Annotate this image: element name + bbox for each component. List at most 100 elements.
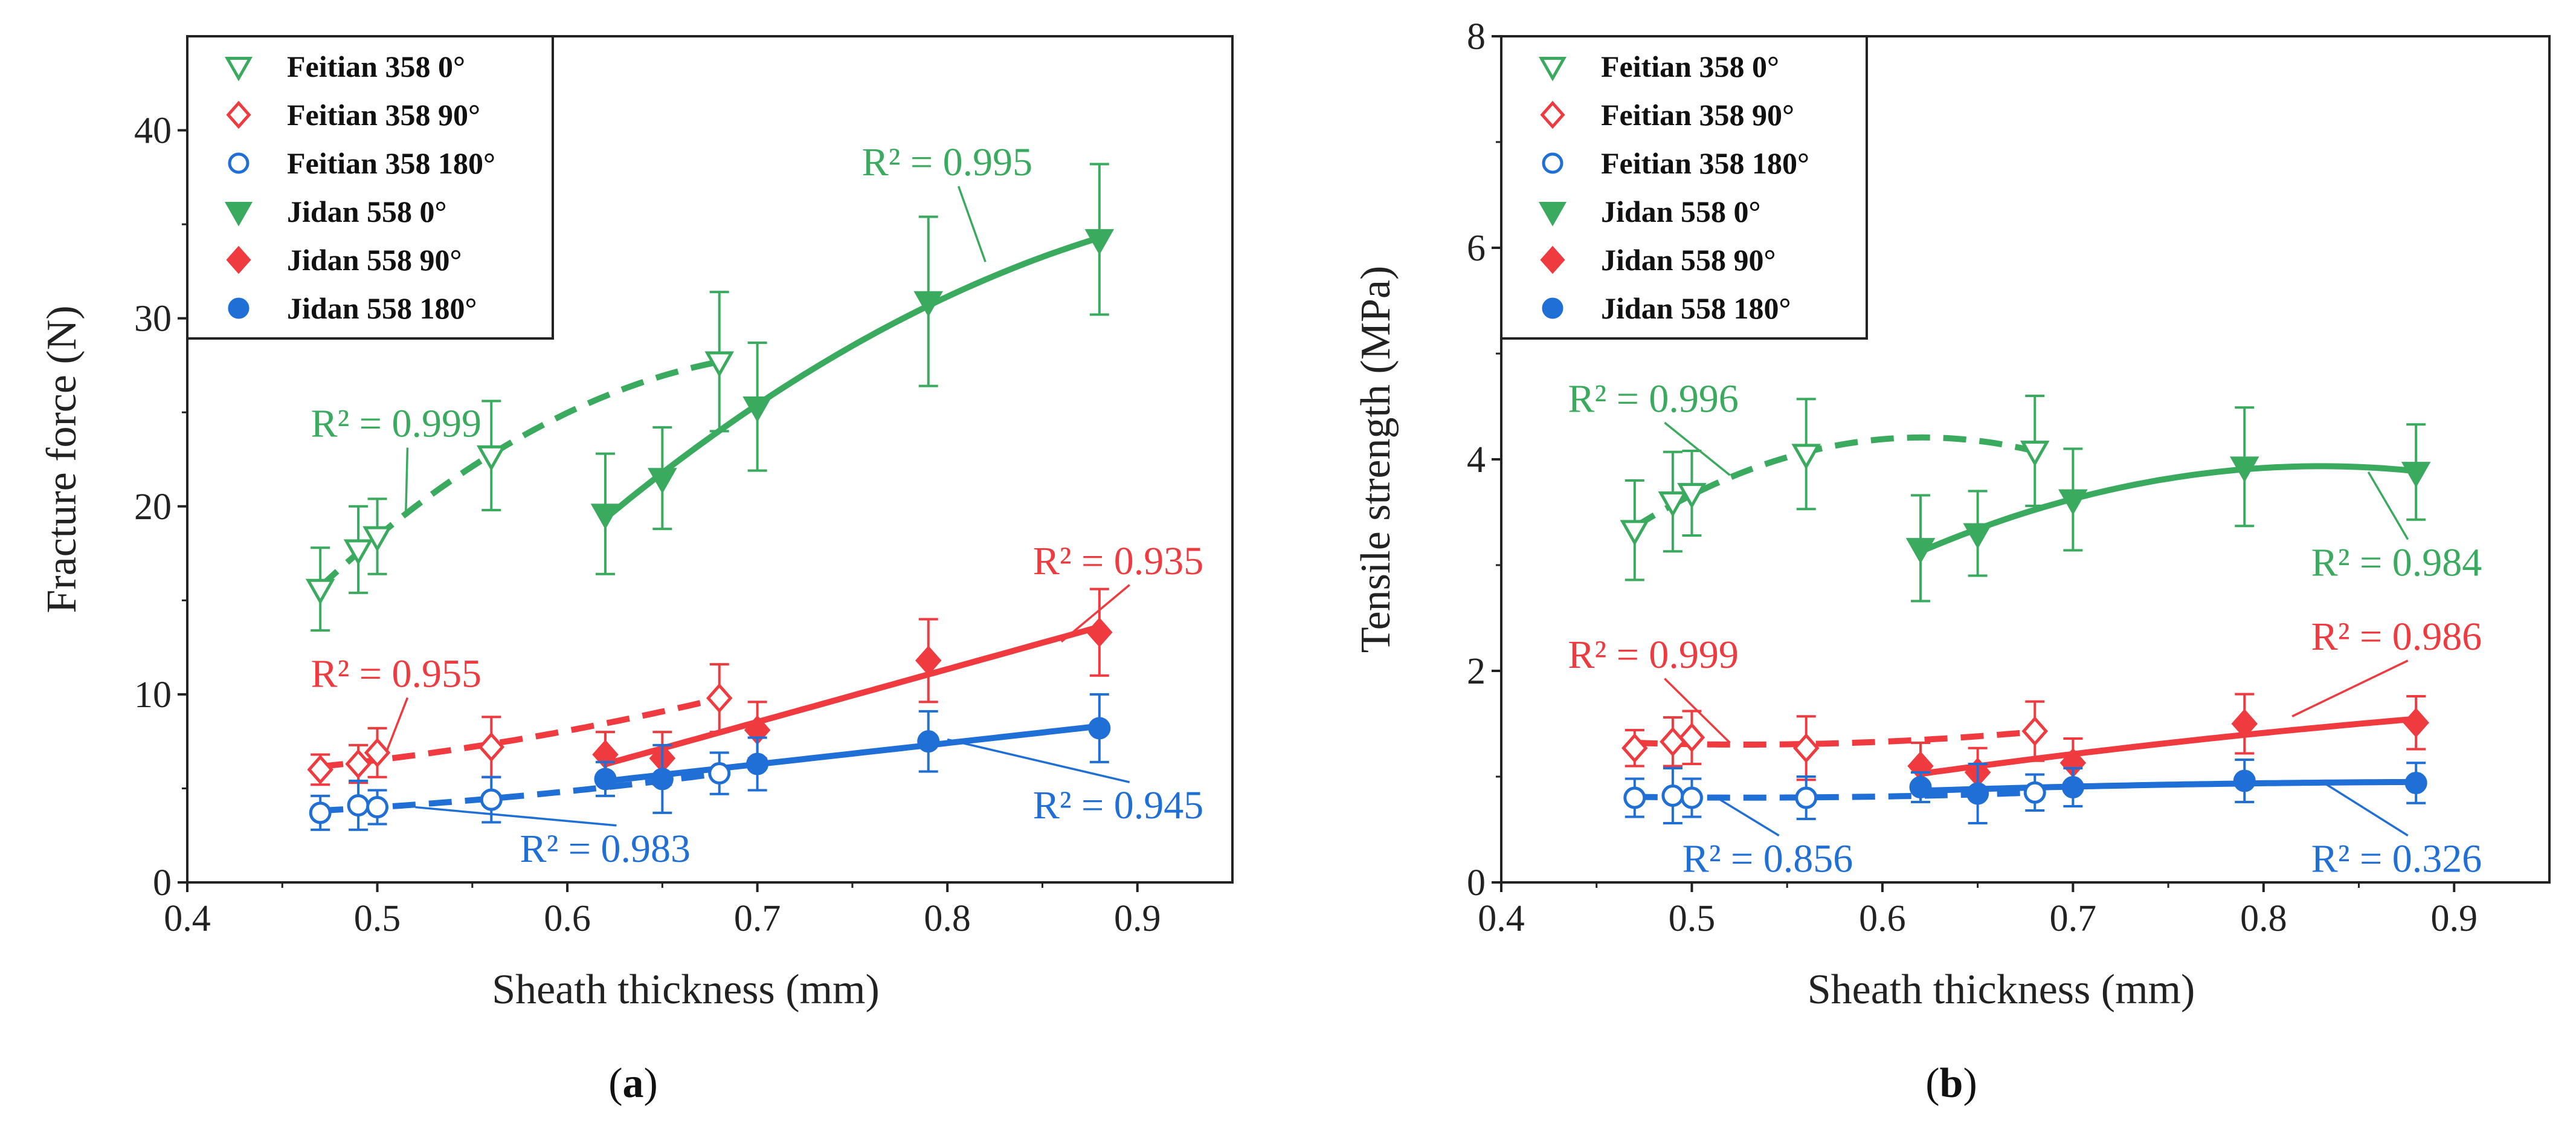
annotation-leader-f90: [1664, 678, 1731, 744]
legend-label-f90: Feitian 358 90°: [287, 98, 480, 132]
x-tick-label: 0.6: [1859, 898, 1906, 939]
y-tick-label: 8: [1467, 16, 1486, 57]
point-j180: [1088, 717, 1111, 740]
legend-label-f90: Feitian 358 90°: [1601, 98, 1794, 132]
point-f90: [1660, 726, 1686, 757]
panel-label-b: (b): [1925, 1060, 1977, 1107]
x-tick-label: 0.4: [164, 898, 211, 939]
y-axis-title: Tensile strength (MPa): [1353, 266, 1399, 653]
legend-label-f0: Feitian 358 0°: [287, 50, 465, 83]
annotation-leader-j180: [2320, 780, 2409, 836]
point-j180: [651, 768, 674, 791]
fit-curve-j90: [604, 624, 1101, 768]
point-j180: [1909, 776, 1932, 798]
point-f90: [1792, 733, 1820, 763]
point-j0: [913, 291, 944, 317]
y-tick-label: 4: [1467, 439, 1486, 480]
annotation-leader-f180: [1719, 799, 1780, 836]
point-f0: [1677, 483, 1707, 509]
point-f0: [305, 578, 335, 605]
annotation-r2-j180: R² = 0.945: [1033, 783, 1204, 827]
point-j90: [2231, 708, 2258, 739]
point-f180: [1623, 786, 1646, 809]
point-j0: [742, 396, 772, 422]
annotation-leader-f90: [385, 697, 409, 751]
point-j0: [1963, 523, 1992, 549]
point-j180: [594, 768, 617, 791]
annotation-r2-j180: R² = 0.326: [2311, 837, 2482, 881]
annotation-leader-f0: [1664, 421, 1731, 476]
legend-label-j180: Jidan 558 180°: [287, 291, 477, 325]
y-tick-label: 30: [134, 299, 172, 340]
point-f90: [1678, 722, 1705, 752]
point-f180: [480, 788, 503, 811]
point-j0: [1905, 538, 1936, 564]
point-f90: [307, 754, 333, 784]
point-j180: [2233, 769, 2256, 792]
x-tick-label: 0.7: [2050, 898, 2097, 939]
annotation-r2-f0: R² = 0.996: [1568, 377, 1739, 421]
point-f0: [343, 539, 373, 566]
annotation-leader-j0: [2367, 471, 2409, 540]
x-axis-title: Sheath thickness (mm): [1808, 966, 2195, 1013]
point-j0: [648, 468, 677, 494]
point-f180: [2023, 781, 2046, 804]
x-tick-label: 0.8: [924, 898, 971, 939]
point-f90: [345, 749, 372, 779]
point-j0: [1084, 229, 1115, 255]
annotation-r2-j90: R² = 0.935: [1033, 539, 1204, 583]
annotation-leader-j90: [2291, 659, 2409, 717]
panel-label-a-close: ): [644, 1060, 658, 1107]
legend-marker-f0: [224, 57, 253, 82]
panel-label-a-open: (: [608, 1060, 622, 1107]
point-j0: [2058, 489, 2088, 516]
legend-label-f180: Feitian 358 180°: [1601, 146, 1809, 180]
y-axis-title: Fracture force (N): [39, 305, 85, 613]
legend-marker-j180: [1542, 297, 1563, 319]
panel-label-a: (a): [608, 1060, 658, 1107]
x-tick-label: 0.5: [354, 898, 401, 939]
legend-marker-f180: [228, 152, 250, 174]
legend-box: [186, 35, 554, 340]
point-f0: [2020, 441, 2050, 467]
y-tick-label: 20: [134, 487, 172, 528]
point-j0: [2401, 462, 2431, 488]
plot-frame: [186, 35, 1234, 884]
legend-box: [1500, 35, 1868, 340]
point-f180: [1680, 786, 1703, 809]
point-f90: [478, 732, 505, 762]
point-f0: [1658, 491, 1688, 517]
point-f90: [2021, 716, 2049, 746]
point-j180: [2404, 772, 2427, 794]
panel-b: 0.4 0.5 0.6 0.7 0.8 0.9 0 2 4 6 8 Sheath thickness …: [1353, 16, 2551, 1013]
legend-label-f180: Feitian 358 180°: [287, 146, 495, 180]
point-f0: [362, 526, 392, 552]
annotation-leader-j0: [957, 186, 987, 262]
x-tick-label: 0.6: [544, 898, 591, 939]
legend-marker-f90: [226, 100, 251, 129]
point-j90: [915, 645, 942, 676]
fit-curve-j90: [1920, 716, 2417, 777]
x-tick-label: 0.9: [2431, 898, 2478, 939]
annotation-r2-f90: R² = 0.999: [1568, 633, 1739, 677]
y-tick-label: 10: [134, 674, 172, 716]
legend-marker-j0: [224, 202, 253, 227]
point-f180: [1661, 784, 1684, 807]
point-f180: [309, 801, 332, 824]
fit-curve-f90: [320, 695, 720, 770]
panel-label-b-open: (: [1925, 1060, 1939, 1107]
y-tick-label: 40: [134, 111, 172, 152]
panel-label-b-close: ): [1963, 1060, 1977, 1107]
fit-curve-j0: [603, 235, 1101, 521]
legend-marker-f90: [1540, 100, 1565, 129]
legend-marker-j180: [228, 297, 250, 319]
point-f180: [366, 796, 389, 819]
annotation-r2-f90: R² = 0.955: [311, 652, 481, 696]
annotation-r2-f180: R² = 0.856: [1682, 837, 1853, 881]
legend-marker-j90: [226, 245, 251, 274]
y-tick-label: 0: [1467, 862, 1486, 904]
point-f0: [704, 351, 735, 378]
legend-label-j90: Jidan 558 90°: [1601, 243, 1776, 277]
panel-a: 0.4 0.5 0.6 0.7 0.8 0.9 0 10 20 30 40 Sheath thickn…: [39, 35, 1234, 1013]
